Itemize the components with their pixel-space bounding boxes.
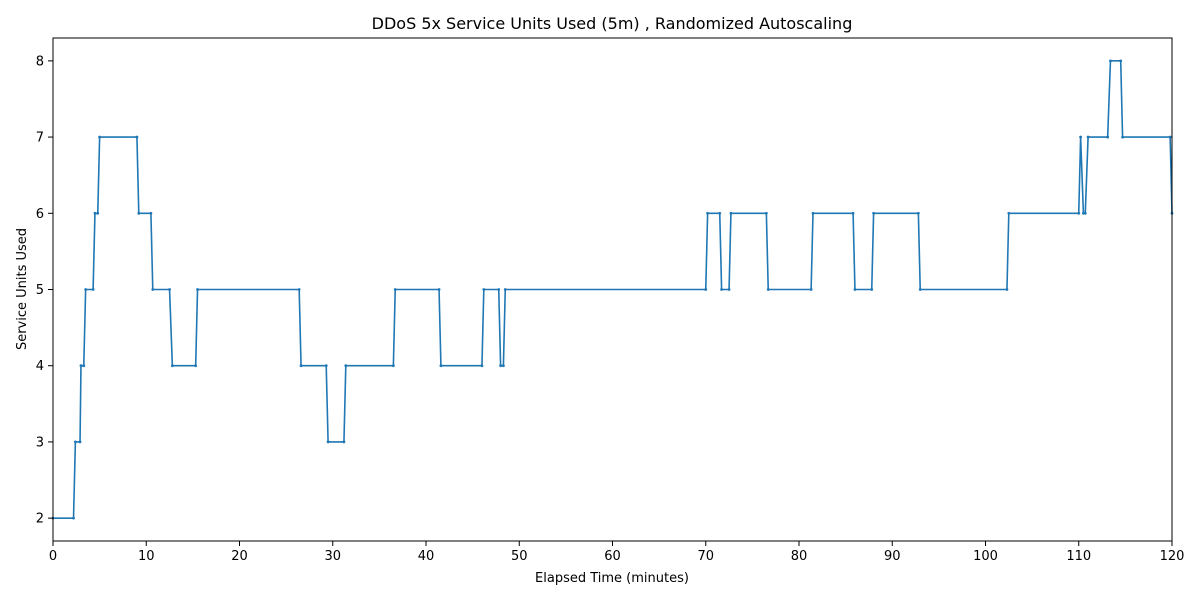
data-point [151, 288, 155, 291]
data-point [1121, 135, 1124, 139]
data-point [1007, 211, 1011, 215]
data-point [704, 288, 708, 291]
x-tick-label: 120 [1160, 549, 1185, 564]
data-point [718, 211, 722, 215]
data-point [482, 288, 486, 291]
data-point [720, 288, 724, 291]
y-tick-label: 6 [36, 207, 44, 222]
data-point [851, 211, 855, 215]
data-point [1106, 135, 1110, 139]
data-point [168, 288, 171, 291]
x-tick-label: 40 [418, 549, 435, 564]
x-tick-label: 20 [231, 549, 248, 564]
data-point [809, 288, 813, 291]
data-point [91, 288, 95, 291]
x-tick-label: 50 [511, 549, 528, 564]
data-point [439, 364, 443, 368]
data-point [497, 288, 501, 291]
y-tick-label: 8 [36, 54, 44, 69]
data-point [811, 211, 815, 215]
data-point [98, 135, 102, 139]
data-point [764, 211, 768, 215]
x-tick-label: 0 [49, 549, 57, 564]
data-point [326, 440, 330, 444]
data-point [79, 364, 83, 368]
data-point [1119, 59, 1123, 63]
data-point [729, 211, 733, 215]
data-point [342, 440, 346, 444]
data-point [194, 364, 198, 368]
y-tick-label: 4 [36, 359, 44, 374]
data-point [1079, 135, 1083, 139]
data-point [196, 288, 199, 291]
data-point [297, 288, 301, 291]
data-point [135, 135, 139, 139]
data-point [1086, 135, 1090, 139]
x-tick-label: 100 [973, 549, 998, 564]
data-point [1109, 59, 1112, 63]
data-point [706, 211, 710, 215]
data-point [870, 288, 874, 291]
chart-title: DDoS 5x Service Units Used (5m) , Random… [372, 14, 853, 33]
data-point [1005, 288, 1009, 291]
data-point [82, 364, 86, 368]
data-point [391, 364, 395, 368]
data-point [93, 211, 97, 215]
plot-area: 0 10 20 30 40 50 60 70 80 90 100 110 120 2 3 4 5 6 7 8 [36, 37, 1185, 564]
data-point [480, 364, 484, 368]
data-point [72, 516, 75, 520]
data-point [916, 211, 920, 215]
data-point [727, 288, 731, 291]
data-point [501, 364, 505, 368]
data-point [437, 288, 441, 291]
data-point [918, 288, 922, 291]
series-line-0 [53, 60, 1173, 519]
data-point [1083, 211, 1087, 215]
x-axis-label: Elapsed Time (minutes) [535, 571, 689, 586]
data-point [324, 364, 328, 368]
data-point [853, 288, 857, 291]
data-point [137, 211, 141, 215]
y-tick-label: 5 [36, 283, 44, 298]
y-tick-label: 7 [36, 131, 44, 146]
x-tick-label: 90 [884, 549, 901, 564]
x-tick-label: 70 [697, 549, 714, 564]
data-point [149, 211, 153, 215]
y-axis-label: Service Units Used [15, 228, 30, 350]
data-point [503, 288, 507, 291]
x-tick-label: 110 [1066, 549, 1091, 564]
data-point [170, 364, 174, 368]
data-point [299, 364, 303, 368]
data-point [344, 364, 348, 368]
data-point [872, 211, 875, 215]
data-point [1077, 211, 1081, 215]
data-point [393, 288, 397, 291]
x-tick-label: 30 [324, 549, 341, 564]
data-point [96, 211, 100, 215]
data-point [84, 288, 88, 291]
data-point [499, 364, 502, 368]
data-point [73, 440, 77, 444]
data-point [1168, 135, 1172, 139]
x-tick-label: 60 [604, 549, 621, 564]
x-tick-label: 80 [791, 549, 808, 564]
data-point [78, 440, 82, 444]
data-point [766, 288, 770, 291]
y-tick-label: 3 [36, 435, 44, 450]
y-tick-label: 2 [36, 512, 44, 527]
x-tick-label: 10 [138, 549, 155, 564]
